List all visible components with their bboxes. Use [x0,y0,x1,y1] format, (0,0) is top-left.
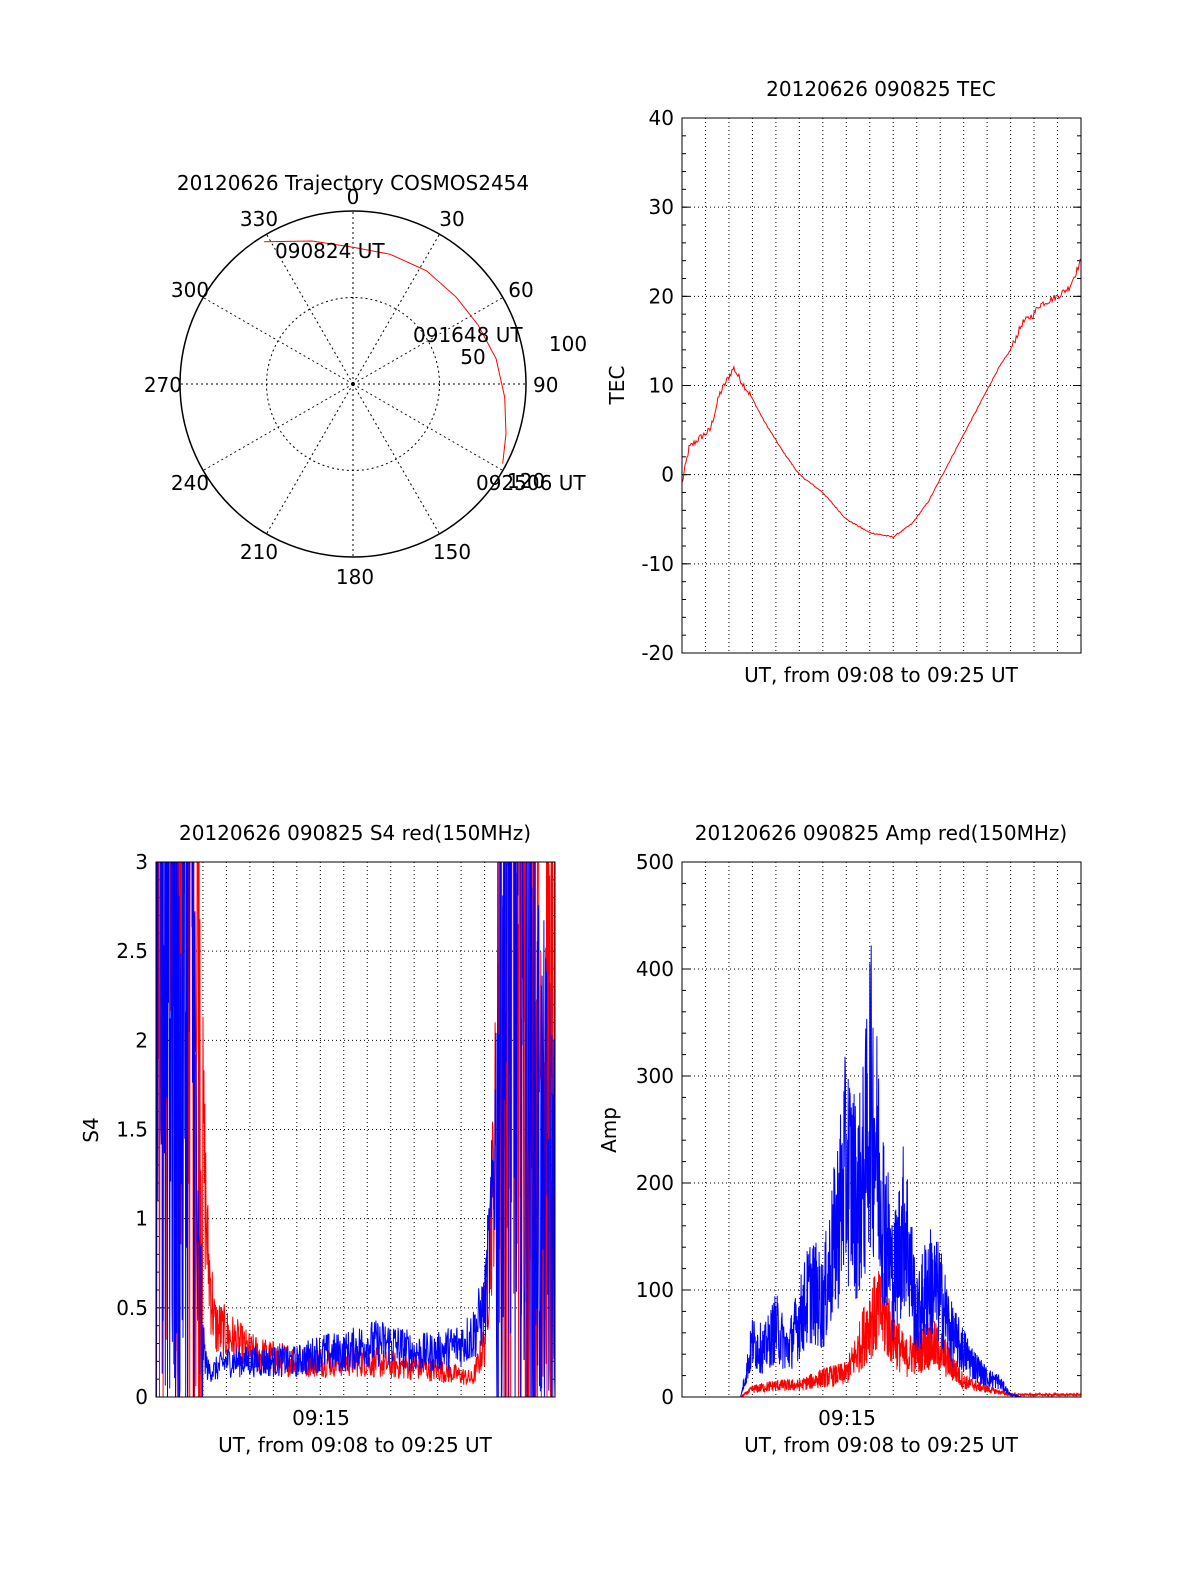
tec-gridlines [682,118,1081,653]
s4-chart: 20120626 090825 S4 red(150MHz) 0 0.5 1 1.5 2… [79,821,556,1457]
amp-y-tick-label: 400 [636,957,674,981]
amp-chart-title: 20120626 090825 Amp red(150MHz) [695,821,1067,845]
polar-chart-title: 20120626 Trajectory COSMOS2454 [177,171,529,195]
polar-spoke-300 [202,297,354,385]
azimuth-label-270: 270 [144,373,182,397]
s4-x-tick-label-0915: 09:15 [292,1406,350,1430]
tec-y-tick-label: 20 [649,284,674,308]
tec-plot-frame [681,117,1082,654]
azimuth-label-300: 300 [171,278,209,302]
s4-series-line-1 [156,862,555,1397]
azimuth-label-60: 60 [508,278,533,302]
s4-y-axis-label: S4 [79,1117,103,1142]
azimuth-label-0: 0 [347,185,360,209]
amp-y-axis-label: Amp [597,1107,621,1153]
tec-y-tick-label: -10 [641,552,674,576]
s4-x-axis-label: UT, from 09:08 to 09:25 UT [218,1433,493,1457]
amp-chart: 20120626 090825 Amp red(150MHz) 0 100 200 3… [597,821,1082,1457]
amp-series-group [682,945,1081,1397]
amp-x-tick-label-0915: 09:15 [818,1406,876,1430]
polar-series-group [264,240,507,464]
amp-y-tick-label: 200 [636,1171,674,1195]
azimuth-label-90: 90 [533,373,558,397]
polar-spoke-120 [352,383,504,471]
polar-spoke-30 [352,233,440,385]
tec-series-group [682,258,1081,539]
polar-spoke-150 [352,383,440,535]
azimuth-label-30: 30 [439,207,464,231]
tec-y-tick-label: 10 [649,374,674,398]
amp-x-axis-label: UT, from 09:08 to 09:25 UT [744,1433,1019,1457]
tec-chart-title: 20120626 090825 TEC [766,77,996,101]
start-time-annotation: 090824 UT [275,239,385,263]
azimuth-label-330: 330 [240,207,278,231]
amp-series-line-1 [682,945,1081,1397]
amp-y-tick-label: 100 [636,1278,674,1302]
amp-gridlines [682,862,1081,1397]
azimuth-label-180: 180 [336,565,374,589]
polar-grid [180,211,526,557]
s4-y-tick-label: 1.5 [116,1118,148,1142]
amp-y-tick-label: 500 [636,850,674,874]
s4-y-tick-label: 2 [135,1028,148,1052]
mid-time-annotation: 091648 UT [413,323,523,347]
tec-axis-ticks: -20 -10 0 10 20 30 40 [641,106,1081,665]
s4-y-tick-label: 1 [135,1207,148,1231]
polar-spoke-240 [202,383,354,471]
tec-y-axis-label: TEC [605,366,629,406]
azimuth-label-210: 210 [240,540,278,564]
amp-axis-ticks: 0 100 200 300 400 500 [636,850,1081,1409]
tec-y-tick-label: 0 [661,463,674,487]
tec-chart: 20120626 090825 TEC -20 -10 0 10 20 30 40 UT, … [605,77,1082,687]
s4-y-tick-label: 3 [135,850,148,874]
s4-y-tick-label: 2.5 [116,939,148,963]
azimuth-label-120: 120 [507,469,545,493]
polar-outer-ring [179,210,527,558]
radius-label-100: 100 [549,332,587,356]
azimuth-label-240: 240 [171,471,209,495]
tec-y-tick-label: 30 [649,195,674,219]
tec-y-tick-label: -20 [641,641,674,665]
amp-plot-frame [681,861,1082,1398]
polar-spoke-210 [266,383,354,535]
s4-plot-frame [155,861,556,1398]
tec-series-line-0 [682,258,1081,539]
s4-y-tick-label: 0 [135,1385,148,1409]
amp-y-tick-label: 0 [661,1385,674,1409]
s4-series-group [156,862,555,1397]
polar-trajectory-chart: 20120626 Trajectory COSMOS2454 0 30 60 9… [144,171,587,589]
polar-spoke-330 [266,233,354,385]
radius-label-50: 50 [460,345,485,369]
end-time-annotation: 092506 UT [476,471,586,495]
azimuth-label-150: 150 [433,540,471,564]
s4-y-tick-label: 0.5 [116,1296,148,1320]
amp-y-tick-label: 300 [636,1064,674,1088]
polar-trajectory-line [264,240,507,464]
polar-spoke-60 [352,297,504,385]
tec-y-tick-label: 40 [649,106,674,130]
tec-x-axis-label: UT, from 09:08 to 09:25 UT [744,663,1019,687]
s4-chart-title: 20120626 090825 S4 red(150MHz) [179,821,531,845]
